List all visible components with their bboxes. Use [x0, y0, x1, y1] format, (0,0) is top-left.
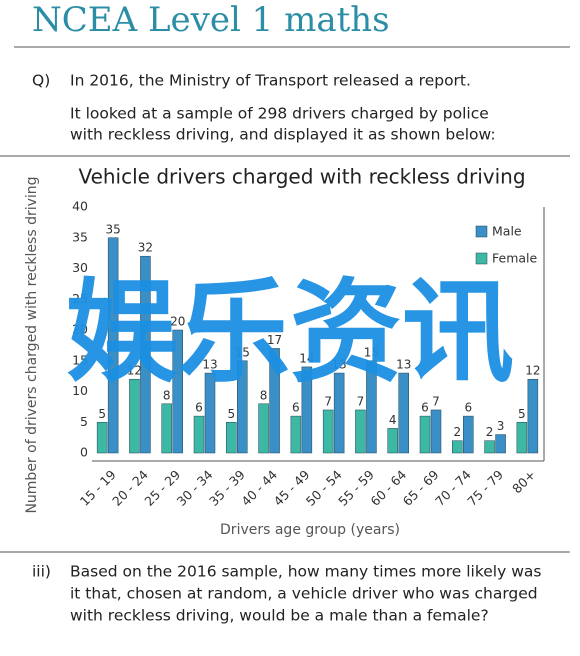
y-tick-label: 40 [72, 199, 88, 214]
y-tick-label: 15 [72, 352, 88, 367]
legend-swatch [475, 225, 488, 238]
bar [419, 415, 431, 454]
value-label: 5 [518, 407, 526, 421]
y-tick-label: 10 [72, 383, 88, 398]
value-label: 2 [486, 425, 494, 439]
value-label: 13 [332, 358, 347, 372]
bar [96, 422, 108, 454]
bar [269, 348, 280, 454]
legend-swatch [475, 252, 488, 265]
bar [463, 415, 474, 454]
part-line: it that, chosen at random, a vehicle dri… [70, 585, 538, 603]
value-label: 8 [260, 388, 268, 402]
header-title: NCEA Level 1 maths [32, 0, 390, 40]
legend-label: Female [492, 251, 538, 266]
legend-label: Male [492, 224, 522, 239]
chart-title: Vehicle drivers charged with reckless dr… [78, 165, 525, 189]
value-label: 6 [421, 401, 429, 415]
bar [226, 422, 237, 454]
bar [527, 378, 539, 454]
question-line: It looked at a sample of 298 drivers cha… [70, 105, 489, 123]
bar [333, 372, 345, 454]
y-tick-label: 35 [72, 229, 88, 244]
bar [355, 409, 366, 454]
question-line: with reckless driving, and displayed it … [70, 126, 496, 144]
value-label: 32 [138, 241, 153, 255]
value-label: 4 [389, 413, 397, 427]
bar [258, 403, 269, 454]
value-label: 17 [267, 333, 282, 347]
y-tick-label: 5 [80, 414, 88, 429]
value-label: 2 [453, 425, 461, 439]
value-label: 6 [292, 401, 300, 415]
x-tick-label: 75 - 79 [464, 467, 506, 509]
x-axis-label: Drivers age group (years) [220, 522, 400, 538]
bar [484, 440, 495, 454]
value-label: 6 [195, 401, 203, 415]
bar [172, 329, 183, 454]
value-label: 8 [163, 388, 171, 402]
value-label: 35 [106, 222, 121, 236]
bar [204, 372, 216, 454]
bar [366, 360, 377, 454]
value-label: 20 [170, 315, 185, 329]
y-tick-label: 0 [80, 445, 88, 460]
value-label: 15 [364, 345, 379, 359]
bar [107, 237, 119, 454]
part-label: iii) [32, 563, 51, 581]
bar [430, 409, 442, 454]
y-tick-label: 20 [72, 322, 88, 337]
value-label: 13 [396, 358, 411, 372]
x-tick-label: 80+ [509, 467, 538, 496]
bar [290, 415, 302, 454]
value-label: 15 [235, 345, 250, 359]
value-label: 13 [202, 358, 217, 372]
value-label: 14 [299, 351, 314, 365]
question-label: Q) [32, 72, 50, 90]
value-label: 12 [525, 364, 540, 378]
value-label: 7 [432, 394, 440, 408]
bar [452, 440, 463, 454]
bar [237, 360, 248, 454]
value-label: 12 [127, 364, 142, 378]
bar [322, 409, 334, 454]
bar [129, 378, 140, 454]
value-label: 6 [464, 401, 472, 415]
y-tick-label: 25 [72, 291, 88, 306]
bar [495, 434, 506, 454]
watermark: 娱乐资讯 [66, 268, 514, 398]
bar [387, 428, 398, 454]
y-axis-label: Number of drivers charged with reckless … [24, 176, 40, 513]
value-label: 5 [98, 407, 106, 421]
part-line: Based on the 2016 sample, how many times… [70, 563, 541, 581]
bar [301, 366, 313, 454]
value-label: 3 [497, 419, 505, 433]
value-label: 7 [324, 394, 332, 408]
value-label: 7 [357, 394, 365, 408]
bar [140, 255, 151, 454]
bar [161, 403, 172, 454]
bar [193, 415, 205, 454]
bar [516, 422, 528, 454]
question-line: In 2016, the Ministry of Transport relea… [70, 72, 471, 90]
value-label: 5 [227, 407, 235, 421]
bar [398, 372, 409, 454]
part-line: with reckless driving, would be a male t… [70, 607, 489, 625]
y-tick-label: 30 [72, 260, 88, 275]
